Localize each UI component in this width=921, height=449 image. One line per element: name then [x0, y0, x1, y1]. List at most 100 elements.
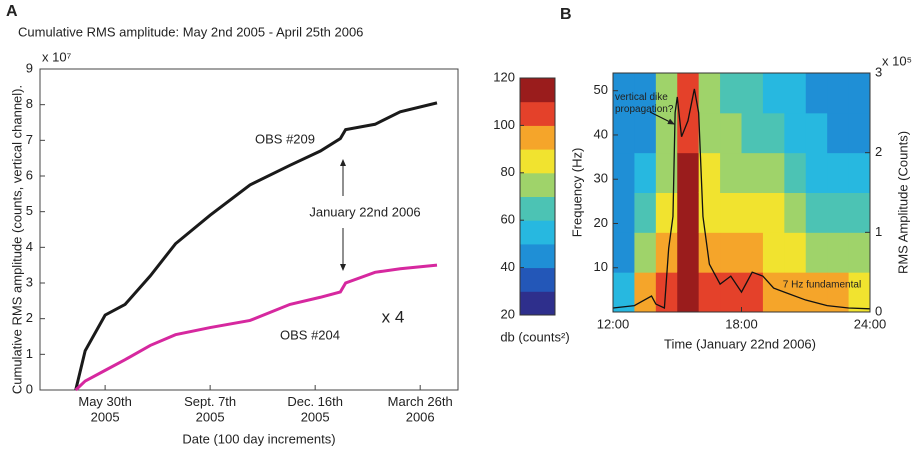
heatmap-cell	[655, 232, 678, 273]
heatmap-cell	[741, 152, 764, 193]
heatmap-cell	[762, 112, 785, 154]
colorbar-swatch	[520, 196, 555, 221]
heatmap-cell	[784, 152, 807, 193]
heatmap-cell	[805, 73, 828, 114]
y2-tick-label: 0	[875, 303, 882, 318]
panel-label: A	[6, 3, 18, 20]
y-tick-label: 50	[594, 82, 608, 97]
x-tick-label: 24:00	[854, 316, 887, 331]
heatmap-cell	[720, 112, 742, 154]
heatmap-cell	[677, 73, 700, 114]
heatmap-cell	[655, 152, 678, 193]
heatmap-cell	[741, 232, 764, 273]
colorbar-swatch	[520, 243, 555, 269]
y-tick-label: 8	[26, 96, 33, 111]
y-tick-label: 7	[26, 132, 33, 147]
colorbar-tick-label: 20	[501, 306, 515, 321]
heatmap-cell	[720, 192, 742, 233]
heatmap-cell	[655, 272, 678, 313]
colorbar-tick-label: 120	[493, 69, 515, 84]
heatmap-cell	[805, 192, 828, 233]
y-tick-label: 1	[26, 346, 33, 361]
colorbar-tick-label: 80	[501, 164, 515, 179]
x-axis-label: Time (January 22nd 2006)	[664, 336, 816, 351]
x-axis-label: Date (100 day increments)	[182, 431, 335, 446]
y2-tick-label: 2	[875, 144, 882, 159]
heatmap-cell	[698, 112, 721, 154]
series-line	[74, 101, 438, 391]
heatmap-cell	[805, 272, 828, 313]
heatmap-cell	[848, 112, 871, 154]
heatmap-cell	[720, 73, 742, 114]
heatmap-cell	[848, 152, 871, 193]
heatmap-cell	[677, 152, 700, 193]
heatmap-cell	[827, 272, 850, 313]
heatmap-cell	[848, 232, 871, 273]
colorbar-swatch	[520, 220, 555, 245]
y2-tick-label: 3	[875, 64, 882, 79]
x-tick-label: 12:00	[597, 316, 630, 331]
y-axis-label: Frequency (Hz)	[569, 148, 584, 238]
heatmap-cell	[762, 192, 785, 233]
heatmap-cell	[762, 272, 785, 313]
x-tick-label: Dec. 16th 2005	[287, 394, 343, 425]
heatmap-cell	[762, 232, 785, 273]
panel-label: B	[560, 6, 572, 23]
heatmap-cell	[634, 192, 657, 233]
y2-exponent: x 10⁵	[882, 53, 912, 68]
series-label: OBS #204	[280, 327, 340, 342]
heatmap-cell	[741, 73, 764, 114]
x-tick-label: March 26th 2006	[388, 394, 453, 425]
annotation: 7 Hz fundamental	[783, 280, 861, 291]
y-tick-label: 4	[26, 239, 33, 254]
annotation: x 4	[382, 307, 405, 326]
arrow	[649, 111, 675, 125]
heatmap-cell	[784, 232, 807, 273]
heatmap-cell	[848, 192, 871, 233]
heatmap-cell	[655, 192, 678, 233]
x-tick-label: Sept. 7th 2005	[184, 394, 236, 425]
heatmap-cell	[613, 112, 635, 154]
heatmap-cell	[848, 272, 871, 313]
series-line	[74, 263, 438, 392]
colorbar-swatch	[520, 149, 555, 174]
annotation: vertical dike propagation?	[615, 92, 674, 115]
y-tick-label: 2	[26, 310, 33, 325]
heatmap-cell	[741, 112, 764, 154]
y-exponent: x 10⁷	[42, 49, 72, 64]
colorbar-swatch	[520, 78, 555, 103]
heatmap-cell	[698, 272, 721, 313]
heatmap-cell	[784, 192, 807, 233]
heatmap-cell	[677, 112, 700, 154]
heatmap-cell	[784, 272, 807, 313]
heatmap-cell	[655, 73, 678, 114]
x-tick-label: 18:00	[725, 316, 758, 331]
colorbar-swatch	[520, 125, 555, 150]
heatmap-cell	[848, 73, 871, 114]
heatmap-cell	[805, 232, 828, 273]
y-tick-label: 6	[26, 167, 33, 182]
heatmap-cell	[762, 152, 785, 193]
heatmap-cell	[805, 112, 828, 154]
y-tick-label: 20	[594, 215, 608, 230]
colorbar-tick-label: 40	[501, 259, 515, 274]
heatmap-cell	[613, 73, 635, 114]
rms-line	[612, 88, 871, 310]
heatmap-cell	[741, 192, 764, 233]
y-tick-label: 9	[26, 60, 33, 75]
heatmap-cell	[784, 112, 807, 154]
heatmap-cell	[677, 272, 700, 313]
y-tick-label: 0	[26, 381, 33, 396]
heatmap-cell	[762, 73, 785, 114]
heatmap-cell	[613, 192, 635, 233]
y-tick-label: 30	[594, 171, 608, 186]
heatmap-cell	[698, 232, 721, 273]
heatmap-cell	[634, 232, 657, 273]
heatmap-cell	[634, 112, 657, 154]
heatmap-cell	[720, 272, 742, 313]
heatmap-cell	[805, 152, 828, 193]
colorbar-swatch	[520, 267, 555, 292]
heatmap-cell	[827, 73, 850, 114]
chart-title: Cumulative RMS amplitude: May 2nd 2005 -…	[18, 24, 363, 39]
